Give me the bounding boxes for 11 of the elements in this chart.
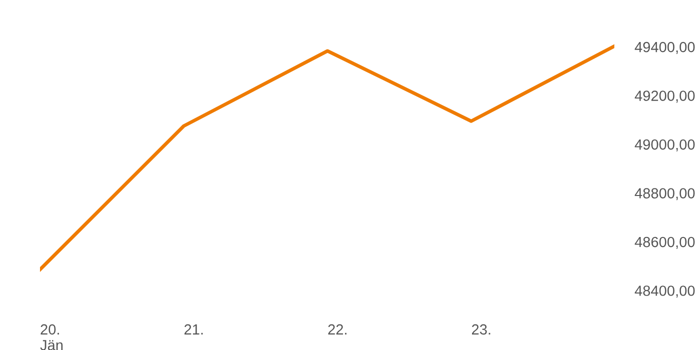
y-tick-label: 48400,00 (634, 286, 695, 298)
line-series (40, 44, 615, 272)
y-tick-label: 49200,00 (634, 90, 695, 103)
y-tick-label: 49000,00 (634, 139, 695, 152)
x-tick-label: 23. (472, 324, 490, 335)
x-tick-label: 21. (184, 324, 203, 334)
y-tick-label: 49400,00 (634, 42, 695, 54)
y-tick-label: 48800,00 (634, 188, 695, 200)
x-tick-label: 20. Jän (40, 324, 63, 350)
x-tick-label: 22. (328, 324, 346, 334)
y-tick-label: 48600,00 (634, 236, 695, 249)
